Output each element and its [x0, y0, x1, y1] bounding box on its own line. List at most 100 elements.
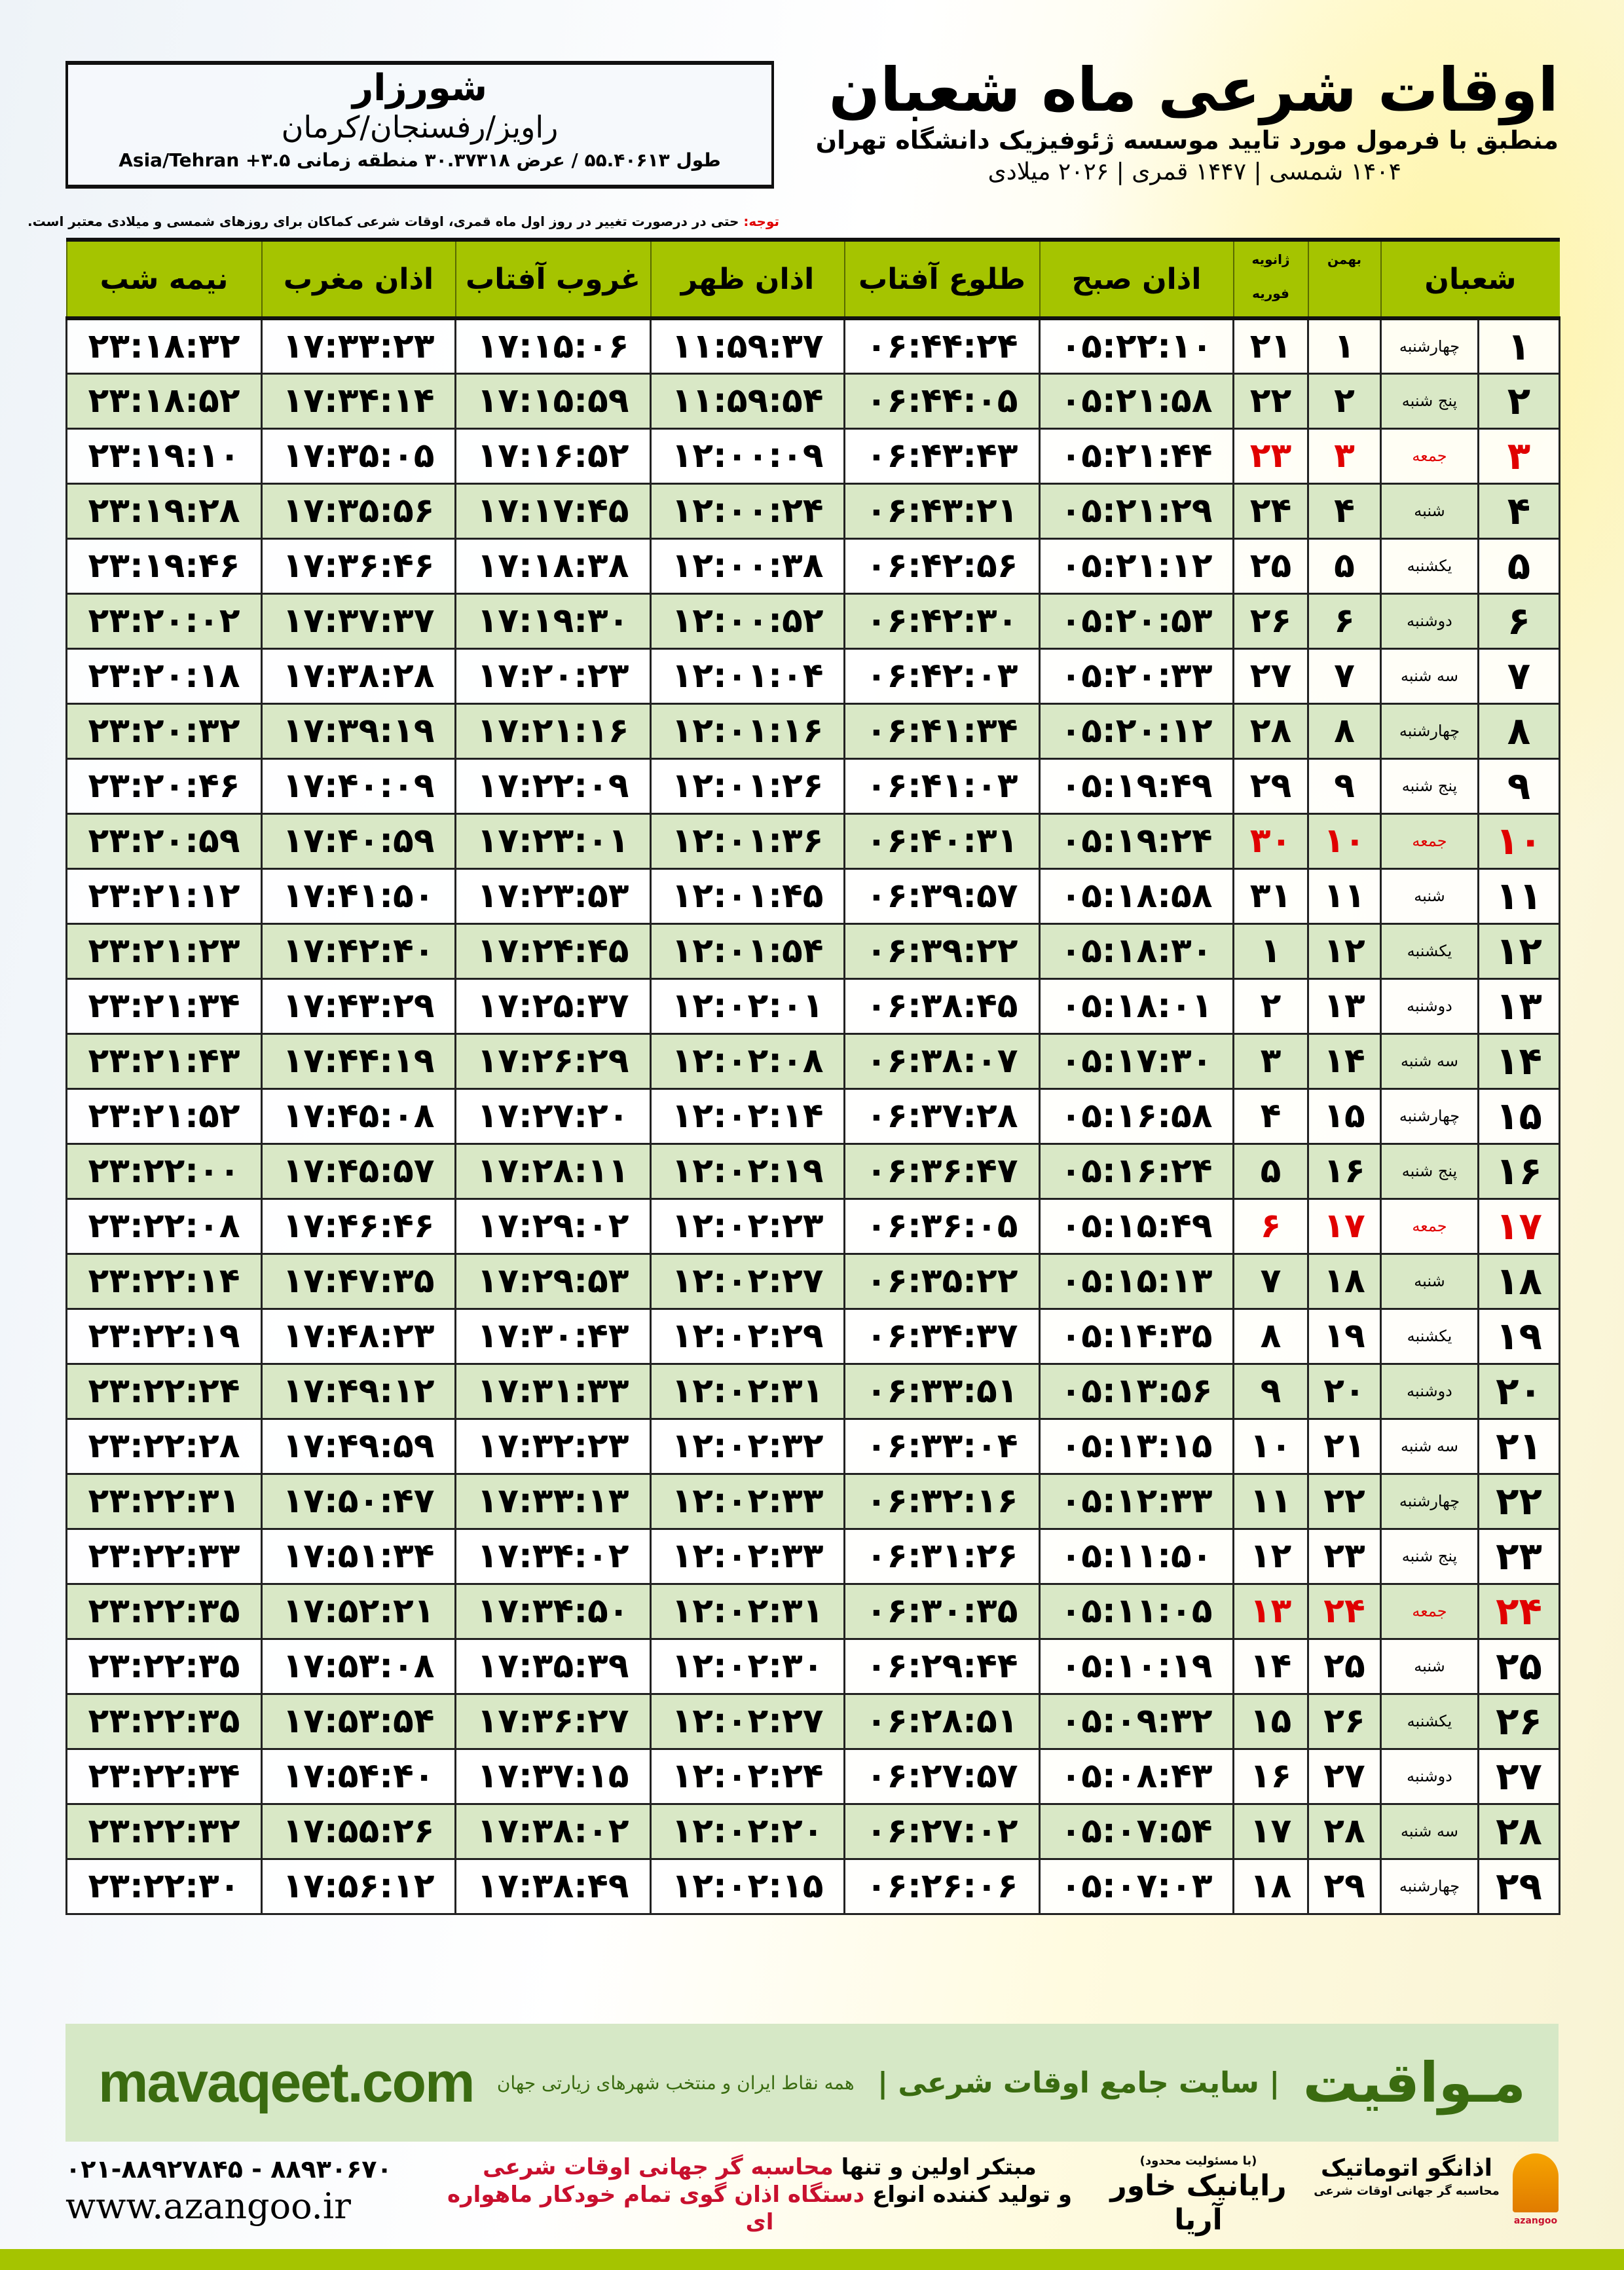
shaban-day: ۴ — [1477, 482, 1560, 540]
bahman-day: ۱۵ — [1307, 1087, 1382, 1145]
city-name: شورزار — [352, 67, 488, 109]
promo-line2-a: و تولید کننده انواع — [864, 2182, 1072, 2208]
table-row: ۱۲ یکشنبه ۱۲ ۱ ۰۵:۱۸:۳۰ ۰۶:۳۹:۲۲ ۱۲:۰۱:۵۴ ۱۷:۲۴… — [65, 922, 1560, 980]
tolu-time: ۰۶:۳۷:۲۸ — [843, 1087, 1041, 1145]
maghreb-time: ۱۷:۳۹:۱۹ — [261, 702, 456, 760]
tolu-time: ۰۶:۳۳:۰۴ — [843, 1417, 1041, 1475]
sobh-time: ۰۵:۱۸:۰۱ — [1039, 977, 1234, 1035]
shaban-day: ۱۷ — [1477, 1197, 1560, 1255]
gregorian-day: ۲ — [1232, 977, 1309, 1035]
table-row: ۲۰ دوشنبه ۲۰ ۹ ۰۵:۱۳:۵۶ ۰۶:۳۳:۵۱ ۱۲:۰۲:۳۱ ۱۷:۳۱… — [65, 1362, 1560, 1420]
tolu-time: ۰۶:۳۸:۴۵ — [843, 977, 1041, 1035]
maghreb-time: ۱۷:۴۰:۰۹ — [261, 757, 456, 815]
zohr-time: ۱۲:۰۲:۳۳ — [650, 1472, 845, 1530]
tolu-time: ۰۶:۲۸:۵۱ — [843, 1692, 1041, 1750]
shaban-day: ۱۳ — [1477, 977, 1560, 1035]
nimeshab-time: ۲۳:۱۸:۵۲ — [65, 372, 263, 430]
coordinates: طول ۵۵.۴۰۶۱۳ / عرض ۳۰.۳۷۳۱۸ منطقه زمانی … — [119, 149, 721, 171]
sobh-time: ۰۵:۱۸:۵۸ — [1039, 867, 1234, 925]
bahman-day: ۱۸ — [1307, 1252, 1382, 1310]
ghurub-time: ۱۷:۳۵:۳۹ — [454, 1637, 652, 1695]
zohr-time: ۱۲:۰۱:۲۶ — [650, 757, 845, 815]
bahman-day: ۲۹ — [1307, 1857, 1382, 1915]
weekday: یکشنبه — [1380, 537, 1479, 595]
header-bahman: بهمن — [1307, 238, 1381, 320]
sobh-time: ۰۵:۲۲:۱۰ — [1039, 317, 1234, 375]
gregorian-day: ۵ — [1232, 1142, 1309, 1200]
nimeshab-time: ۲۳:۲۲:۳۰ — [65, 1857, 263, 1915]
weekday: سه شنبه — [1380, 1417, 1479, 1475]
gregorian-day: ۲۳ — [1232, 427, 1309, 485]
tolu-time: ۰۶:۴۰:۳۱ — [843, 812, 1041, 870]
bahman-day: ۳ — [1307, 427, 1382, 485]
tolu-time: ۰۶:۴۲:۳۰ — [843, 592, 1041, 650]
shaban-day: ۷ — [1477, 647, 1560, 705]
region-name: راویز/رفسنجان/کرمان — [281, 109, 559, 145]
header-maghreb: اذان مغرب — [261, 238, 456, 320]
tolu-time: ۰۶:۴۴:۰۵ — [843, 372, 1041, 430]
ghurub-time: ۱۷:۱۷:۴۵ — [454, 482, 652, 540]
contact-block: ۰۲۱-۸۸۹۲۷۸۴۵ - ۸۸۹۳۰۶۷۰ www.azangoo.ir — [65, 2153, 419, 2228]
zohr-time: ۱۲:۰۲:۳۳ — [650, 1527, 845, 1585]
gregorian-day: ۱۱ — [1232, 1472, 1309, 1530]
weekday: چهارشنبه — [1380, 1857, 1479, 1915]
nimeshab-time: ۲۳:۲۲:۳۲ — [65, 1802, 263, 1860]
mosque-dome-icon: azangoo — [1513, 2153, 1559, 2226]
weekday: پنج شنبه — [1380, 1527, 1479, 1585]
shaban-day: ۲۷ — [1477, 1747, 1560, 1805]
table-row: ۱۳ دوشنبه ۱۳ ۲ ۰۵:۱۸:۰۱ ۰۶:۳۸:۴۵ ۱۲:۰۲:۰۱ ۱۷:۲۵… — [65, 977, 1560, 1035]
nimeshab-time: ۲۳:۲۰:۳۲ — [65, 702, 263, 760]
table-row: ۲۷ دوشنبه ۲۷ ۱۶ ۰۵:۰۸:۴۳ ۰۶:۲۷:۵۷ ۱۲:۰۲:۲۴ ۱۷:۳… — [65, 1747, 1560, 1805]
sobh-time: ۰۵:۲۰:۵۳ — [1039, 592, 1234, 650]
weekday: جمعه — [1380, 427, 1479, 485]
table-row: ۲۱ سه شنبه ۲۱ ۱۰ ۰۵:۱۳:۱۵ ۰۶:۳۳:۰۴ ۱۲:۰۲:۳۲ ۱۷:… — [65, 1417, 1560, 1475]
year-info: ۱۴۰۴ شمسی | ۱۴۴۷ قمری | ۲۰۲۶ میلادی — [987, 158, 1401, 185]
weekday: جمعه — [1380, 1582, 1479, 1640]
rayanik-logo: (با مسئولیت محدود) رایانیک خاور آریا — [1100, 2153, 1297, 2237]
weekday: چهارشنبه — [1380, 1472, 1479, 1530]
weekday: پنج شنبه — [1380, 1142, 1479, 1200]
weekday: دوشنبه — [1380, 1747, 1479, 1805]
table-row: ۳ جمعه ۳ ۲۳ ۰۵:۲۱:۴۴ ۰۶:۴۳:۴۳ ۱۲:۰۰:۰۹ ۱۷:۱۶:۵۲… — [65, 427, 1560, 485]
weekday: سه شنبه — [1380, 1032, 1479, 1090]
zohr-time: ۱۲:۰۲:۱۴ — [650, 1087, 845, 1145]
tolu-time: ۰۶:۴۲:۵۶ — [843, 537, 1041, 595]
table-row: ۶ دوشنبه ۶ ۲۶ ۰۵:۲۰:۵۳ ۰۶:۴۲:۳۰ ۱۲:۰۰:۵۲ ۱۷:۱۹:… — [65, 592, 1560, 650]
table-row: ۲۳ پنج شنبه ۲۳ ۱۲ ۰۵:۱۱:۵۰ ۰۶:۳۱:۲۶ ۱۲:۰۲:۳۳ ۱۷… — [65, 1527, 1560, 1585]
note: توجه: حتی در درصورت تغییر در روز اول ماه… — [28, 214, 779, 229]
table-row: ۱۷ جمعه ۱۷ ۶ ۰۵:۱۵:۴۹ ۰۶:۳۶:۰۵ ۱۲:۰۲:۲۳ ۱۷:۲۹:۰… — [65, 1197, 1560, 1255]
sobh-time: ۰۵:۲۱:۲۹ — [1039, 482, 1234, 540]
azangoo-logo-text: اذانگو اتوماتیک — [1320, 2155, 1493, 2182]
promo-text: مبتکر اولین و تنها محاسبه گر جهانی اوقات… — [432, 2153, 1087, 2236]
header-sobh: اذان صبح — [1039, 238, 1234, 320]
table-row: ۲۸ سه شنبه ۲۸ ۱۷ ۰۵:۰۷:۵۴ ۰۶:۲۷:۰۲ ۱۲:۰۲:۲۰ ۱۷:… — [65, 1802, 1560, 1860]
weekday: جمعه — [1380, 812, 1479, 870]
ghurub-time: ۱۷:۲۸:۱۱ — [454, 1142, 652, 1200]
weekday: دوشنبه — [1380, 977, 1479, 1035]
bahman-day: ۱۲ — [1307, 922, 1382, 980]
nimeshab-time: ۲۳:۲۰:۰۲ — [65, 592, 263, 650]
maghreb-time: ۱۷:۴۵:۵۷ — [261, 1142, 456, 1200]
azangoo-logo: azangoo اذانگو اتوماتیک محاسبه گر جهانی … — [1310, 2153, 1559, 2226]
maghreb-time: ۱۷:۵۰:۴۷ — [261, 1472, 456, 1530]
shaban-day: ۱۸ — [1477, 1252, 1560, 1310]
tolu-time: ۰۶:۴۲:۰۳ — [843, 647, 1041, 705]
ghurub-time: ۱۷:۱۸:۳۸ — [454, 537, 652, 595]
gregorian-day: ۲۲ — [1232, 372, 1309, 430]
nimeshab-time: ۲۳:۲۱:۴۳ — [65, 1032, 263, 1090]
ghurub-time: ۱۷:۳۸:۰۲ — [454, 1802, 652, 1860]
note-text: حتی در درصورت تغییر در روز اول ماه قمری،… — [28, 214, 744, 229]
bahman-day: ۲۱ — [1307, 1417, 1382, 1475]
table-row: ۲ پنج شنبه ۲ ۲۲ ۰۵:۲۱:۵۸ ۰۶:۴۴:۰۵ ۱۱:۵۹:۵۴ ۱۷:۱… — [65, 372, 1560, 430]
bahman-day: ۲۴ — [1307, 1582, 1382, 1640]
zohr-time: ۱۲:۰۱:۳۶ — [650, 812, 845, 870]
slogan: | سایت جامع اوقات شرعی | — [877, 2066, 1280, 2100]
nimeshab-time: ۲۳:۲۱:۱۲ — [65, 867, 263, 925]
shaban-day: ۲۸ — [1477, 1802, 1560, 1860]
bahman-day: ۱۶ — [1307, 1142, 1382, 1200]
title-block: اوقات شرعی ماه شعبان منطبق با فرمول مورد… — [786, 56, 1559, 189]
tolu-time: ۰۶:۳۲:۱۶ — [843, 1472, 1041, 1530]
site-link[interactable]: mavaqeet.com — [98, 2051, 475, 2114]
website-link[interactable]: www.azangoo.ir — [65, 2186, 351, 2227]
table-row: ۲۵ شنبه ۲۵ ۱۴ ۰۵:۱۰:۱۹ ۰۶:۲۹:۴۴ ۱۲:۰۲:۳۰ ۱۷:۳۵:… — [65, 1637, 1560, 1695]
